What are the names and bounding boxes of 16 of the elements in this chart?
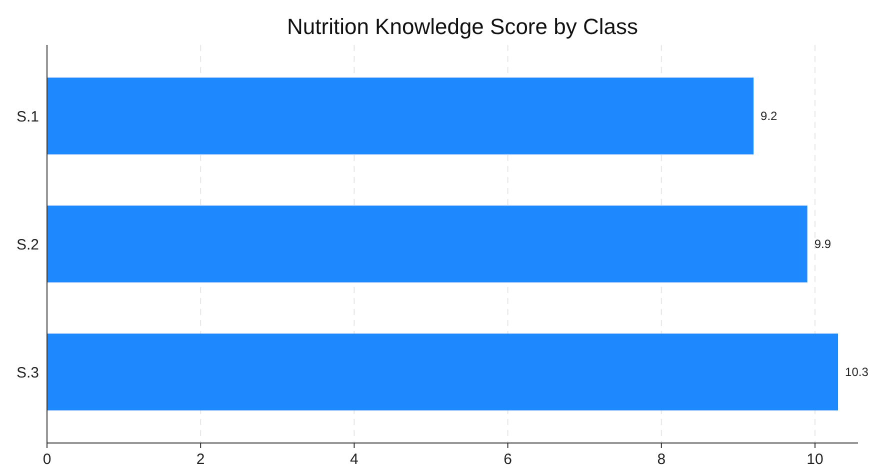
chart-title: Nutrition Knowledge Score by Class: [287, 14, 638, 39]
data-label: 9.2: [760, 109, 778, 124]
y-tick-label: S.2: [16, 236, 39, 254]
y-tick-label: S.1: [16, 108, 39, 126]
x-tick-label: 4: [350, 451, 358, 468]
x-tick-label: 10: [806, 451, 824, 468]
bar: [47, 206, 808, 282]
y-tick-label: S.3: [16, 364, 39, 382]
x-tick-label: 0: [42, 451, 52, 468]
bar: [47, 78, 754, 154]
x-tick-label: 2: [196, 451, 205, 468]
data-label: 10.3: [845, 365, 869, 380]
data-label: 9.9: [814, 237, 832, 252]
x-tick-label: 8: [657, 451, 666, 468]
x-tick-label: 6: [504, 451, 512, 468]
bar: [47, 334, 838, 410]
